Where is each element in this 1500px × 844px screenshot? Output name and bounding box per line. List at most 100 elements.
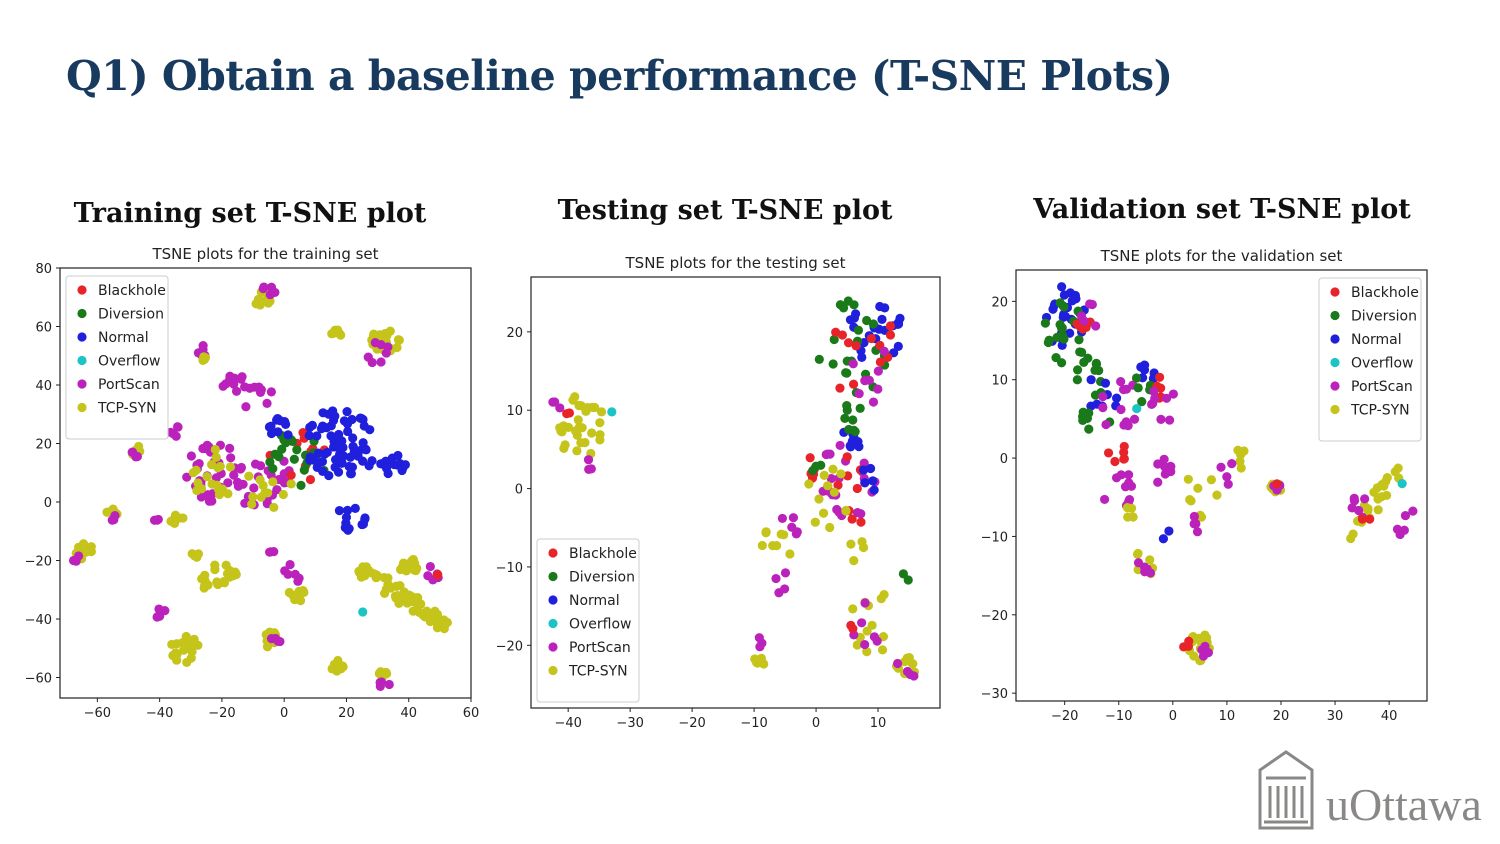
scatter-point [843,296,853,306]
legend-label: Normal [569,593,620,609]
scatter-point [1153,477,1163,487]
scatter-point [215,482,226,492]
scatter-point [433,570,443,580]
scatter-point [869,320,879,331]
scatter-point [281,419,291,430]
scatter-point [324,470,334,481]
scatter-point [363,352,373,362]
scatter-point [229,379,239,389]
legend-label: PortScan [1351,379,1413,395]
scatter-point [1235,456,1245,466]
scatter-point [411,566,421,576]
scatter-point [334,429,344,440]
scatter-point [199,354,210,364]
scatter-point [1041,312,1052,323]
scatter-point [191,465,201,475]
scatter-point [375,667,386,677]
scatter-panel-2: TSNE plots for the validation set −20 −10 0… [981,247,1428,724]
scatter-point [322,447,332,458]
scatter-point [1168,389,1178,399]
scatter-point [572,430,582,440]
scatter-point [870,477,880,487]
scatter-point [152,515,162,525]
scatter-point [1122,503,1133,513]
scatter-point [805,453,815,463]
scatter-point [757,657,767,667]
scatter-point [428,575,438,585]
scatter-point [329,442,339,452]
scatter-point [779,530,789,540]
scatter-point [856,509,866,519]
scatter-point [849,313,859,323]
scatter-point [809,464,819,474]
scatter-point [211,473,221,483]
scatter-point [313,448,323,458]
y-tick-label: 20 [506,326,523,341]
scatter-point [835,300,845,310]
scatter-point [272,636,282,646]
scatter-point [1075,321,1085,332]
scatter-point [1274,479,1284,490]
scatter-point [257,297,267,308]
scatter-point [849,630,859,640]
scatter-point [204,442,214,452]
scatter-point [213,579,223,590]
scatter-point [356,572,366,582]
scatter-point [224,570,234,580]
scatter-point [279,469,289,479]
scatter-point [356,413,367,424]
scatter-point [170,510,181,520]
scatter-point [851,341,861,351]
scatter-point [350,503,360,514]
scatter-point [155,611,165,621]
scatter-point [1128,512,1138,522]
scatter-point [329,328,339,338]
scatter-point [376,357,386,367]
x-tick-label: −20 [208,706,235,721]
scatter-point [244,471,254,481]
y-tick-label: 0 [1000,452,1008,467]
scatter-point [868,476,878,486]
scatter-point [1187,637,1197,647]
scatter-point [1147,399,1157,409]
scatter-point [1056,323,1067,333]
scatter-point [400,460,410,470]
scatter-point [409,565,419,575]
scatter-point [1347,503,1357,513]
scatter-point [316,424,327,434]
scatter-point [1142,564,1152,574]
scatter-point [379,572,389,583]
scatter-point [264,422,275,432]
scatter-point [808,469,819,479]
scatter-point [825,449,835,459]
scatter-point [1166,466,1176,477]
scatter-point [785,549,795,559]
scatter-point [241,402,251,412]
scatter-point [292,591,302,601]
scatter-point [1267,479,1278,489]
scatter-point [270,287,280,298]
scatter-point [103,507,113,517]
scatter-point [1156,383,1166,393]
scatter-point [1057,282,1067,292]
scatter-point [328,415,339,425]
scatter-point [376,677,387,687]
scatter-point [432,570,443,580]
scatter-point [559,421,569,431]
scatter-point [821,449,831,460]
scatter-point [345,452,355,462]
scatter-point [825,522,835,533]
scatter-point [845,315,856,325]
scatter-point [776,529,786,539]
scatter-point [1152,381,1162,391]
x-tick-label: −60 [84,706,111,721]
scatter-point [247,499,257,509]
scatter-point [1200,630,1210,640]
scatter-point [577,423,587,433]
scatter-point [171,431,181,441]
scatter-point [883,352,893,362]
scatter-point [228,571,238,581]
scatter-point [376,459,386,469]
scatter-point [382,343,392,353]
scatter-point [342,406,352,417]
